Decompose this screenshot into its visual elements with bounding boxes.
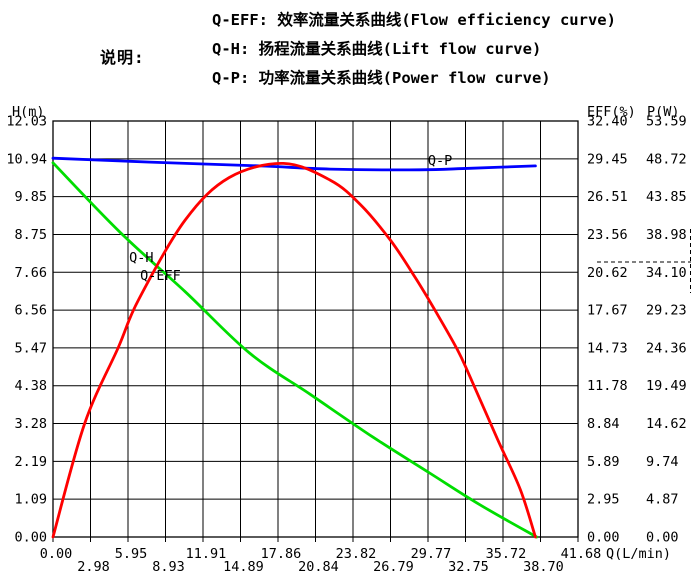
y-tick-label-eff: 23.56 <box>587 227 628 243</box>
y-tick-label-p: 0.00 <box>646 530 679 546</box>
x-tick-label: 14.89 <box>223 559 264 575</box>
curve-legend: Q-EFF: 效率流量关系曲线(Flow efficiency curve) Q… <box>212 6 616 93</box>
axis-title-q: Q(L/min) <box>606 546 671 562</box>
x-tick-label: 5.95 <box>115 546 148 562</box>
y-tick-label-p: 48.72 <box>646 151 687 167</box>
x-tick-label: 2.98 <box>77 559 110 575</box>
y-tick-label-h: 2.19 <box>14 454 47 470</box>
note-label: 说明: <box>100 48 145 67</box>
y-tick-label-p: 38.98 <box>646 227 687 243</box>
curve-label-q-h: Q-H <box>129 250 153 266</box>
y-tick-label-h: 8.75 <box>14 227 47 243</box>
y-tick-label-p: 24.36 <box>646 340 687 356</box>
y-tick-label-p: 4.87 <box>646 492 679 508</box>
y-tick-label-h: 5.47 <box>14 340 47 356</box>
y-tick-label-p: 19.49 <box>646 378 687 394</box>
axis-title-h: H(m) <box>12 104 45 120</box>
x-tick-label: 23.82 <box>336 546 377 562</box>
x-tick-label: 38.70 <box>523 559 564 575</box>
y-tick-label-p: 9.74 <box>646 454 679 470</box>
y-tick-label-h: 10.94 <box>6 151 47 167</box>
x-tick-label: 17.86 <box>261 546 302 562</box>
y-tick-label-eff: 11.78 <box>587 378 628 394</box>
y-tick-label-eff: 5.89 <box>587 454 620 470</box>
curve-q-p <box>51 156 537 172</box>
y-tick-label-eff: 2.95 <box>587 492 620 508</box>
x-tick-label: 32.75 <box>448 559 489 575</box>
y-tick-label-h: 3.28 <box>14 416 47 432</box>
y-tick-label-h: 6.56 <box>14 303 47 319</box>
x-tick-label: 20.84 <box>298 559 339 575</box>
x-tick-label: 8.93 <box>152 559 185 575</box>
curve-label-q-p: Q-P <box>428 153 452 169</box>
y-tick-label-h: 9.85 <box>14 189 47 205</box>
x-tick-label: 35.72 <box>486 546 527 562</box>
x-tick-label: 11.91 <box>186 546 227 562</box>
legend-item-q-p: Q-P: 功率流量关系曲线(Power flow curve) <box>212 69 551 87</box>
y-tick-label-p: 43.85 <box>646 189 687 205</box>
y-tick-label-p: 34.10 <box>646 265 687 281</box>
y-tick-label-eff: 8.84 <box>587 416 620 432</box>
y-tick-label-eff: 29.45 <box>587 151 628 167</box>
x-tick-label: 0.00 <box>40 546 73 562</box>
y-tick-label-eff: 0.00 <box>587 530 620 546</box>
curve-label-q-eff: Q-EFF <box>140 268 181 284</box>
axis-title-p: P(W) <box>647 104 680 120</box>
y-tick-label-h: 1.09 <box>14 492 47 508</box>
plot-frame <box>52 120 579 538</box>
axis-title-eff: EFF(%) <box>587 104 636 120</box>
y-tick-label-h: 7.66 <box>14 265 47 281</box>
x-tick-label: 41.68 <box>561 546 602 562</box>
y-tick-label-h: 12.03 <box>6 114 47 130</box>
x-tick-label: 26.79 <box>373 559 414 575</box>
y-tick-label-p: 53.59 <box>646 114 687 130</box>
y-tick-label-eff: 20.62 <box>587 265 628 281</box>
legend-item-q-eff: Q-EFF: 效率流量关系曲线(Flow efficiency curve) <box>212 11 616 29</box>
y-tick-label-eff: 17.67 <box>587 303 628 319</box>
y-tick-label-p: 29.23 <box>646 303 687 319</box>
curve-q-eff <box>51 161 537 539</box>
y-tick-label-h: 4.38 <box>14 378 47 394</box>
legend-item-q-h: Q-H: 扬程流量关系曲线(Lift flow curve) <box>212 40 542 58</box>
curve-q-h <box>51 161 539 539</box>
y-tick-label-p: 14.62 <box>646 416 687 432</box>
y-tick-label-h: 0.00 <box>14 530 47 546</box>
y-tick-label-eff: 26.51 <box>587 189 628 205</box>
y-tick-label-eff: 14.73 <box>587 340 628 356</box>
x-tick-label: 29.77 <box>411 546 452 562</box>
y-tick-label-eff: 32.40 <box>587 114 628 130</box>
